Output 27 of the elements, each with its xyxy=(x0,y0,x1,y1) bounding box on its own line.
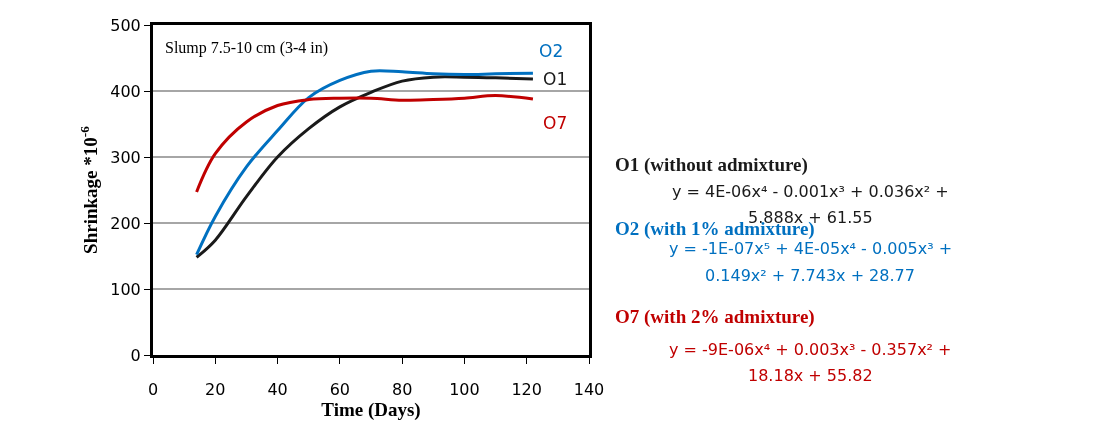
text: y = -1E-07x⁵ + 4E-05x⁴ - 0.005x³ + xyxy=(669,239,953,258)
series-label: O7 xyxy=(543,113,568,133)
x-tick-label: 20 xyxy=(205,380,226,400)
text: O7 (with 2% admixture) xyxy=(615,306,815,328)
x-axis-title: Time (Days) xyxy=(321,399,421,422)
x-tick-label: 40 xyxy=(267,380,288,400)
x-tick-label: 120 xyxy=(511,380,542,400)
x-tick-label: 100 xyxy=(449,380,480,400)
text: 18.18x + 55.82 xyxy=(748,366,873,385)
x-tick-label: 60 xyxy=(329,380,351,400)
x-tick-label: 140 xyxy=(573,380,605,400)
y-tick-label: 400 xyxy=(110,81,141,101)
text: y = 4E-06x⁴ - 0.001x³ + 0.036x² + xyxy=(672,182,949,201)
y-tick-label: 0 xyxy=(130,345,141,365)
series-label: O2 xyxy=(539,41,564,61)
text: y = -9E-06x⁴ + 0.003x³ - 0.357x² + xyxy=(669,340,952,359)
line-series xyxy=(195,94,535,194)
annotation: Slump 7.5-10 cm (3-4 in) xyxy=(165,39,329,57)
y-tick-label: 300 xyxy=(110,147,141,167)
y-tick-label: 200 xyxy=(110,213,141,233)
text: O1 (without admixture) xyxy=(615,154,808,176)
x-tick-label: 0 xyxy=(147,380,159,400)
series-label: O1 xyxy=(543,69,568,89)
y-tick-label: 100 xyxy=(110,279,141,299)
x-tick-label: 80 xyxy=(391,380,413,400)
y-tick-label: 500 xyxy=(110,15,141,35)
text: 0.149x² + 7.743x + 28.77 xyxy=(705,266,915,285)
